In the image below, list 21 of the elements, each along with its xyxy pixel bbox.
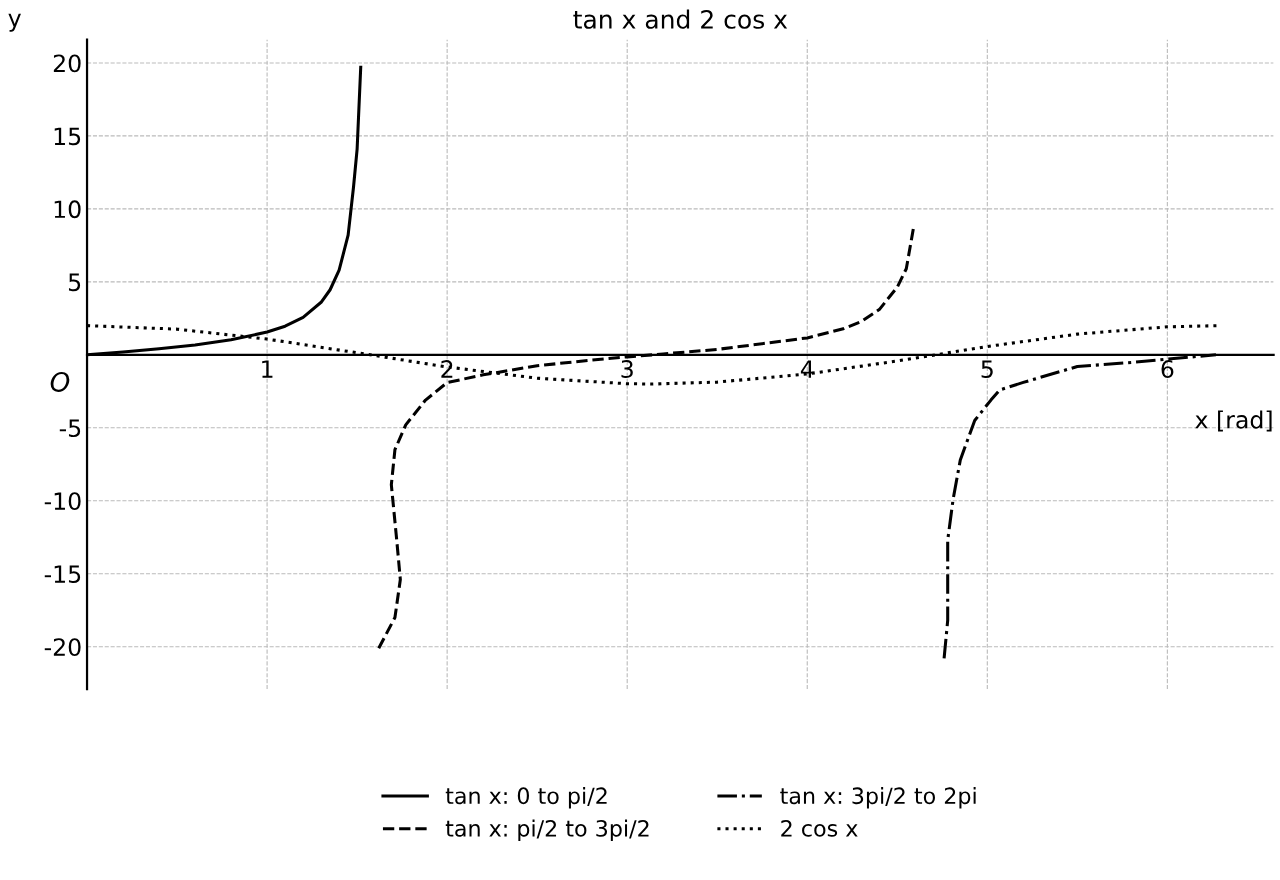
- y-tick-label: 20: [53, 54, 81, 73]
- y-axis-title: y: [8, 13, 21, 32]
- x-tick-label: 3: [621, 360, 633, 378]
- x-tick-label: 6: [1161, 360, 1174, 378]
- x-tick-label: 2: [441, 360, 453, 378]
- y-tick-label: 5: [68, 273, 81, 292]
- chart-title: tan x and 2 cos x: [573, 9, 788, 29]
- x-tick-label: 5: [981, 360, 993, 378]
- legend-label: tan x: pi/2 to 3pi/2: [445, 819, 649, 842]
- x-tick-label: 1: [262, 360, 273, 378]
- y-tick-label: 15: [54, 127, 81, 146]
- annotation: O: [50, 371, 70, 392]
- y-tick-label: -10: [44, 492, 81, 511]
- y-tick-label: -5: [59, 419, 81, 438]
- legend-label: tan x: 3pi/2 to 2pi: [780, 786, 976, 809]
- x-axis-title: x [rad]: [1195, 410, 1272, 432]
- y-tick-label: -15: [44, 565, 81, 584]
- legend-label: 2 cos x: [781, 819, 858, 837]
- y-tick-label: 10: [54, 200, 81, 219]
- y-tick-label: -20: [44, 638, 81, 657]
- legend-label: tan x: 0 to pi/2: [445, 786, 607, 809]
